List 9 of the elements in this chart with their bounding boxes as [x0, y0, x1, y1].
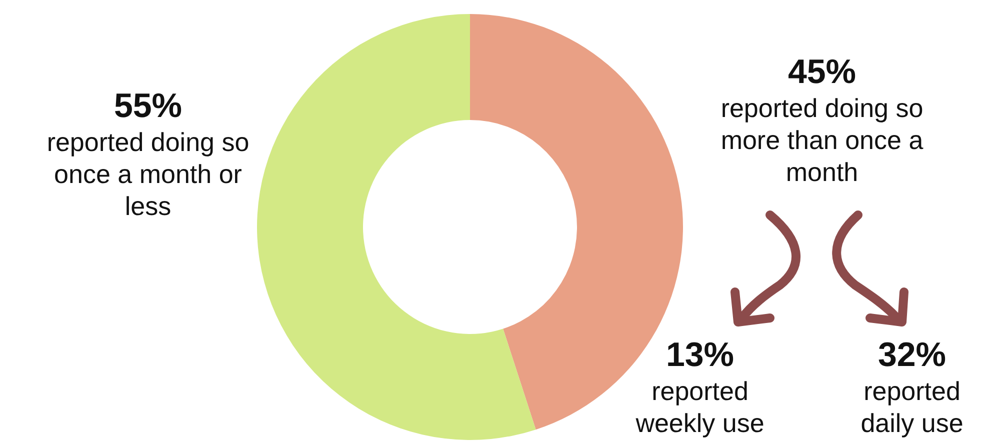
data-label: 45%: [786, 52, 858, 92]
text: reported weekly use: [634, 375, 766, 439]
data-label: 55%: [112, 86, 184, 126]
slice-label: reported doing so more than once a month: [720, 92, 924, 188]
donut-slice: [257, 14, 536, 440]
text: 32%: [876, 335, 948, 375]
text: 13%: [664, 335, 736, 375]
text: reported daily use: [860, 375, 964, 439]
slice-label: reported doing so once a month or less: [46, 126, 250, 222]
